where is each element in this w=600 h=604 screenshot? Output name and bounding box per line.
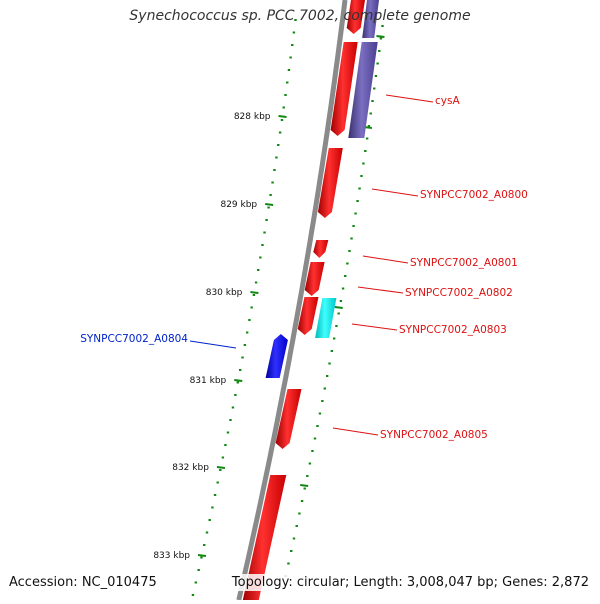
outer-major-tick — [334, 306, 343, 309]
gene-label: SYNPCC7002_A0805 — [380, 429, 488, 441]
gene-block-A0801 — [313, 240, 329, 258]
outer-major-tick — [300, 484, 309, 487]
gene-label: cysA — [435, 95, 460, 107]
label-leader — [332, 427, 379, 436]
feature-track — [242, 0, 379, 600]
gene-block — [346, 0, 365, 34]
ruler-label: 833 kbp — [153, 551, 190, 561]
label-leaders — [189, 94, 434, 436]
ruler-label: 829 kbp — [220, 200, 257, 210]
gene-block-A0804 — [265, 334, 288, 378]
gene-label: SYNPCC7002_A0801 — [410, 257, 518, 269]
gene-label: SYNPCC7002_A0803 — [399, 324, 507, 336]
ruler-label: 831 kbp — [190, 376, 227, 386]
label-leader — [371, 188, 419, 197]
label-leader — [351, 323, 398, 331]
ruler-major-tick — [197, 554, 207, 557]
gene-block-A0800 — [317, 148, 343, 218]
label-leader — [189, 340, 237, 349]
ruler-major-tick — [216, 466, 226, 469]
gene-block-A0805 — [275, 389, 302, 449]
title-rest: PCC 7002, complete genome — [266, 8, 471, 24]
ruler-label: 830 kbp — [206, 288, 243, 298]
topology-text: Topology: circular; Length: 3,008,047 bp… — [228, 574, 592, 591]
gene-block-cysA — [330, 42, 358, 136]
label-leader — [362, 255, 409, 264]
gene-block — [362, 0, 379, 38]
backbone-line — [236, 0, 348, 601]
gene-block-A0802 — [304, 262, 325, 296]
ruler-label: 828 kbp — [234, 112, 271, 122]
labels: cysA SYNPCC7002_A0800 SYNPCC7002_A0801 SYNP… — [80, 95, 528, 441]
gene-block — [242, 475, 287, 600]
map-title: Synechococcus sp. PCC 7002, complete gen… — [0, 8, 600, 24]
backbone — [236, 0, 348, 601]
accession-text: Accession: NC_010475 — [6, 574, 160, 591]
outer-major-tick — [376, 35, 385, 38]
gene-block-A0803 — [297, 297, 319, 335]
label-leader — [357, 286, 404, 294]
ruler-major-tick — [265, 203, 274, 206]
ruler-major-tick — [278, 115, 287, 118]
ruler-major-tick — [250, 291, 259, 294]
gene-label: SYNPCC7002_A0802 — [405, 287, 513, 299]
label-leader — [385, 94, 434, 103]
organism-name: Synechococcus sp. — [129, 8, 263, 24]
gene-block — [348, 42, 378, 138]
gene-label: SYNPCC7002_A0800 — [420, 189, 528, 201]
gene-label: SYNPCC7002_A0804 — [80, 333, 188, 345]
ruler-label: 832 kbp — [172, 463, 209, 473]
rna-block — [315, 298, 337, 338]
ruler-major-tick — [234, 379, 243, 382]
